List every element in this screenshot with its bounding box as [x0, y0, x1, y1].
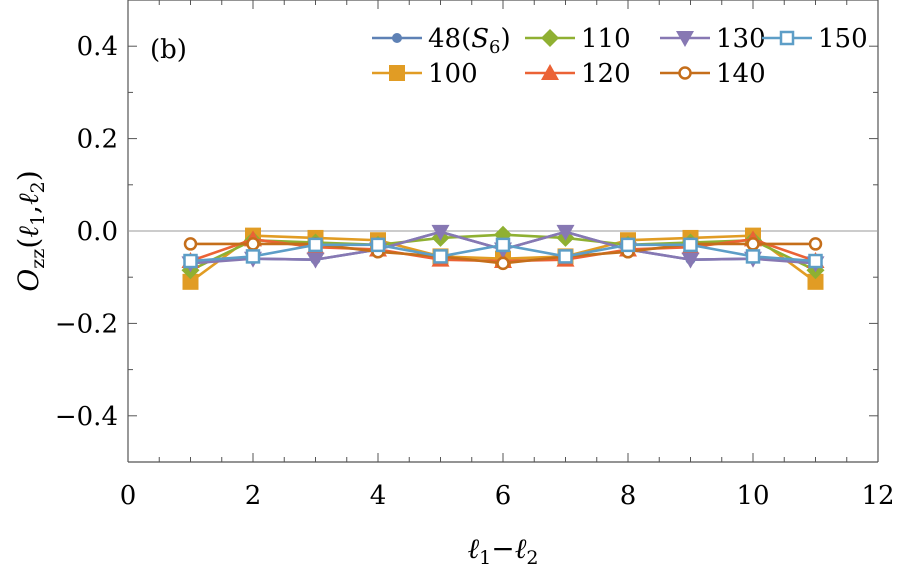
legend-entry: 140	[660, 59, 766, 89]
data-point	[246, 237, 260, 251]
legend-entry: 150	[762, 24, 868, 54]
x-tick-label: 10	[736, 481, 769, 511]
y-tick-label: 0.0	[77, 217, 118, 247]
data-point	[245, 249, 261, 264]
x-tick-label: 4	[370, 481, 387, 511]
series-layer	[181, 224, 825, 290]
y-axis-title: Ozz(ℓ1,ℓ2)	[12, 170, 49, 291]
legend-label: 100	[428, 59, 478, 89]
data-point	[495, 237, 511, 253]
marker-shape	[541, 29, 559, 47]
x-tick-label: 2	[245, 481, 262, 511]
marker-shape	[496, 256, 510, 271]
data-point	[808, 237, 823, 251]
marker-shape	[807, 273, 824, 290]
marker-shape	[541, 64, 559, 80]
data-point	[431, 224, 450, 241]
legend-marker	[678, 66, 692, 80]
data-point	[746, 237, 760, 251]
data-point	[433, 249, 448, 264]
marker-shape	[433, 249, 448, 264]
y-tick-label: 0.2	[77, 125, 118, 155]
marker-shape	[620, 237, 636, 253]
marker-shape	[392, 33, 402, 43]
legend-entry: 110	[525, 24, 631, 54]
marker-shape	[678, 66, 692, 80]
legend-marker	[541, 29, 559, 47]
marker-shape	[306, 252, 325, 269]
x-tick-label: 6	[495, 481, 512, 511]
legend-entry: 48(S6)	[372, 24, 511, 58]
marker-shape	[558, 249, 573, 264]
data-point	[620, 237, 636, 253]
axis-labels: −0.4 −0.2 0.0 0.2 0.4 0 2 4 6 8 10 12 (b) ℓ1−ℓ2 Ozz(ℓ1…	[12, 32, 895, 569]
marker-shape	[495, 237, 511, 253]
x-tick-label: 8	[620, 481, 637, 511]
data-point	[808, 253, 823, 269]
marker-shape	[683, 237, 698, 253]
marker-shape	[808, 253, 823, 269]
marker-shape	[746, 237, 760, 251]
marker-shape	[556, 224, 575, 241]
legend: 48(S6)100 110 120 130 140 150	[372, 24, 868, 89]
data-point	[183, 237, 198, 251]
y-tick-label: 0.4	[77, 32, 118, 62]
data-point	[683, 237, 698, 253]
marker-shape	[308, 237, 323, 253]
legend-label: 150	[818, 24, 868, 54]
marker-shape	[183, 237, 198, 251]
data-point	[556, 224, 575, 241]
data-point	[183, 253, 198, 269]
marker-shape	[182, 273, 199, 290]
marker-shape	[681, 252, 700, 269]
data-point	[681, 252, 700, 269]
marker-shape	[808, 237, 823, 251]
legend-label: 48(S6)	[428, 24, 511, 58]
data-point	[496, 256, 510, 271]
data-point	[370, 237, 386, 253]
legend-label: 140	[716, 59, 766, 89]
marker-shape	[745, 249, 761, 264]
data-point	[306, 252, 325, 269]
panel-label: (b)	[150, 35, 187, 65]
legend-entry: 130	[660, 24, 766, 54]
marker-shape	[676, 31, 694, 47]
legend-marker	[389, 65, 405, 81]
legend-marker	[392, 33, 402, 43]
legend-label: 120	[581, 59, 631, 89]
data-point	[558, 249, 573, 264]
data-point	[182, 273, 199, 290]
marker-shape	[779, 30, 795, 46]
marker-shape	[370, 237, 386, 253]
legend-marker	[541, 64, 559, 80]
y-tick-label: −0.4	[55, 402, 118, 432]
y-tick-label: −0.2	[55, 309, 118, 339]
marker-shape	[245, 249, 261, 264]
legend-label: 130	[716, 24, 766, 54]
series-6	[183, 237, 823, 269]
x-axis-title: ℓ1−ℓ2	[468, 532, 539, 569]
legend-label: 110	[581, 24, 631, 54]
legend-marker	[779, 30, 795, 46]
data-point	[308, 237, 323, 253]
marker-shape	[389, 65, 405, 81]
data-point	[807, 273, 824, 290]
x-tick-label: 0	[120, 481, 137, 511]
legend-marker	[676, 31, 694, 47]
legend-entry: 100	[372, 59, 478, 89]
data-point	[745, 249, 761, 264]
marker-shape	[431, 224, 450, 241]
marker-shape	[246, 237, 260, 251]
x-tick-label: 12	[861, 481, 894, 511]
legend-entry: 120	[525, 59, 631, 89]
marker-shape	[183, 253, 198, 269]
